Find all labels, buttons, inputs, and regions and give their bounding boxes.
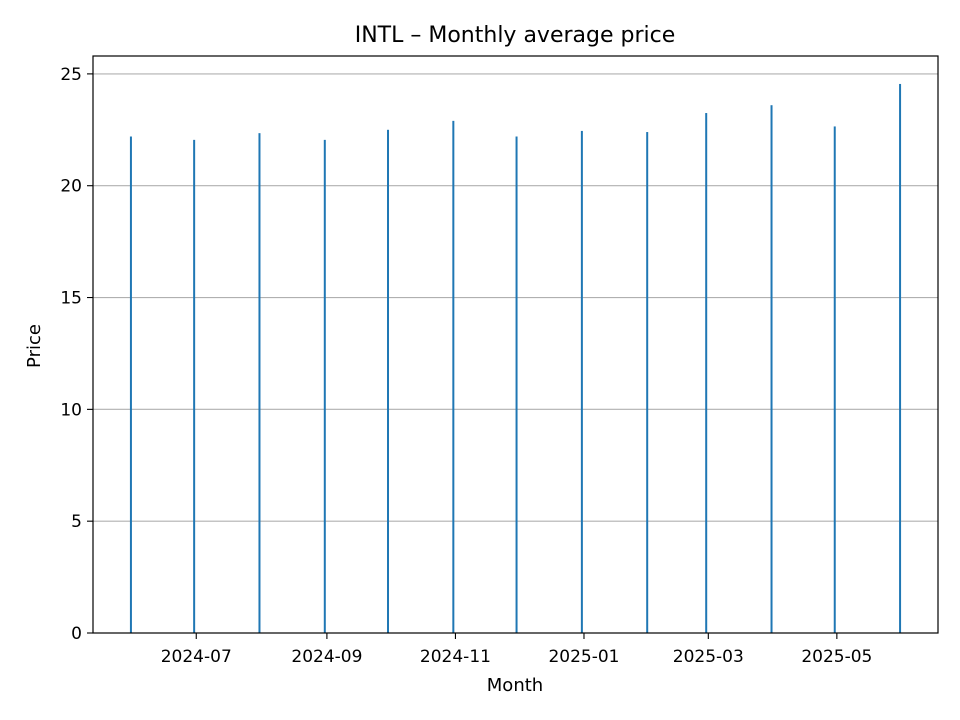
bar-2025-01-31 — [646, 132, 649, 633]
bar-2024-10-31 — [452, 120, 455, 634]
y-axis-label: Price — [24, 324, 45, 368]
bar-2025-03-31 — [770, 105, 773, 634]
x-tick-label: 2025-01 — [548, 647, 619, 667]
bar-2025-05-31 — [899, 83, 902, 633]
bar-2025-04-30 — [833, 126, 836, 633]
x-axis-ticks: 2024-07 2024-09 2024-11 2025-01 2025-03 2025-… — [161, 633, 872, 667]
x-tick-label: 2024-09 — [291, 647, 362, 667]
y-axis-ticks: 0 5 10 15 20 25 — [60, 65, 93, 644]
gridlines — [93, 73, 938, 634]
x-tick-label: 2024-07 — [161, 647, 232, 667]
plot-frame — [92, 55, 939, 634]
x-axis-label: Month — [487, 675, 543, 696]
bar-2024-07-31 — [258, 133, 261, 633]
y-tick-label: 20 — [60, 177, 82, 197]
x-tick-label: 2025-03 — [673, 647, 744, 667]
x-tick-label: 2024-11 — [420, 647, 491, 667]
y-tick-label: 5 — [71, 512, 82, 532]
bar-2025-02-28 — [705, 113, 708, 634]
bar-2024-06-30 — [193, 139, 196, 633]
y-tick-label: 15 — [60, 289, 82, 309]
bar-2024-11-30 — [515, 136, 518, 633]
y-tick-label: 25 — [60, 65, 82, 85]
y-tick-label: 0 — [71, 624, 82, 644]
y-tick-label: 10 — [60, 400, 82, 420]
bars — [129, 83, 902, 634]
bar-2024-12-31 — [580, 130, 583, 634]
x-tick-label: 2025-05 — [801, 647, 872, 667]
chart-title: INTL – Monthly average price — [355, 23, 676, 48]
bar-2024-05-31 — [129, 136, 132, 633]
bar-2024-08-31 — [323, 139, 326, 633]
bar-2024-09-30 — [387, 129, 390, 634]
